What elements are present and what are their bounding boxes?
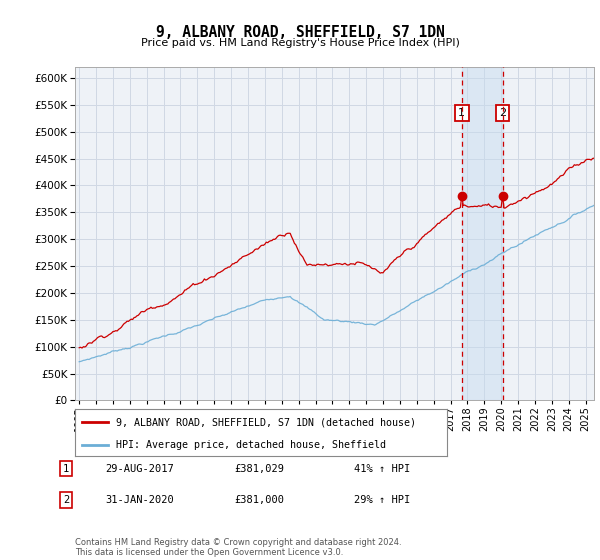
Text: £381,029: £381,029 bbox=[234, 464, 284, 474]
Text: 1: 1 bbox=[458, 108, 465, 118]
Text: Price paid vs. HM Land Registry's House Price Index (HPI): Price paid vs. HM Land Registry's House … bbox=[140, 38, 460, 48]
Text: 29% ↑ HPI: 29% ↑ HPI bbox=[354, 495, 410, 505]
Text: 2: 2 bbox=[63, 495, 69, 505]
Text: 9, ALBANY ROAD, SHEFFIELD, S7 1DN: 9, ALBANY ROAD, SHEFFIELD, S7 1DN bbox=[155, 25, 445, 40]
Text: 31-JAN-2020: 31-JAN-2020 bbox=[105, 495, 174, 505]
Text: 9, ALBANY ROAD, SHEFFIELD, S7 1DN (detached house): 9, ALBANY ROAD, SHEFFIELD, S7 1DN (detac… bbox=[116, 417, 416, 427]
Text: HPI: Average price, detached house, Sheffield: HPI: Average price, detached house, Shef… bbox=[116, 440, 386, 450]
Text: Contains HM Land Registry data © Crown copyright and database right 2024.
This d: Contains HM Land Registry data © Crown c… bbox=[75, 538, 401, 557]
Text: 29-AUG-2017: 29-AUG-2017 bbox=[105, 464, 174, 474]
Text: 41% ↑ HPI: 41% ↑ HPI bbox=[354, 464, 410, 474]
Text: £381,000: £381,000 bbox=[234, 495, 284, 505]
Bar bbox=[461, 67, 503, 400]
Text: 2: 2 bbox=[499, 108, 506, 118]
Text: 1: 1 bbox=[63, 464, 69, 474]
